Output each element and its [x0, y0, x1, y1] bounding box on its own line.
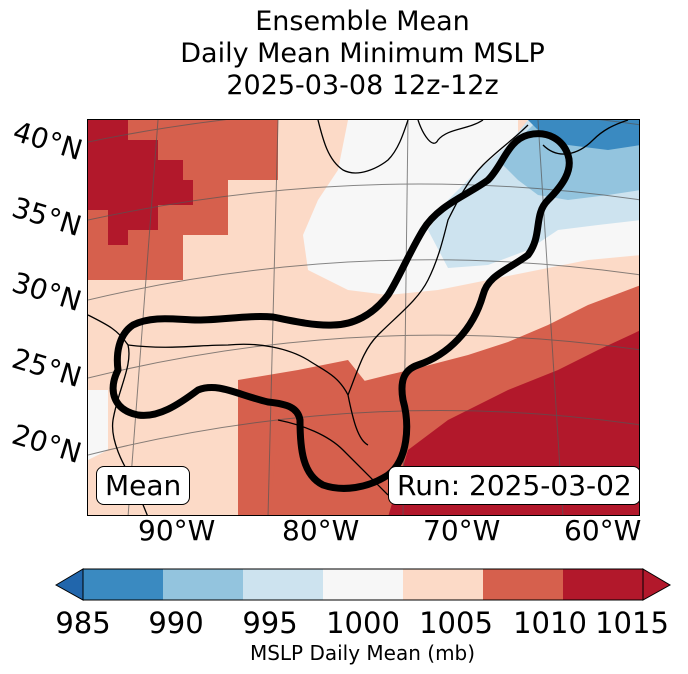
- colorbar-segment: [163, 569, 244, 600]
- lon-label-80: 80°W: [282, 514, 360, 547]
- colorbar-frame: [82, 568, 644, 601]
- title-line-1: Ensemble Mean: [255, 6, 470, 37]
- cbar-tick-995: 995: [242, 606, 298, 640]
- colorbar-label: MSLP Daily Mean (mb): [249, 641, 476, 665]
- colorbar-segment: [563, 569, 644, 600]
- colorbar-segment: [483, 569, 564, 600]
- colorbar-segment: [403, 569, 484, 600]
- title-line-2: Daily Mean Minimum MSLP: [180, 38, 545, 69]
- colorbar-segment: [323, 569, 404, 600]
- lat-label-25: 25°N: [8, 341, 86, 394]
- cbar-tick-1015: 1015: [595, 606, 669, 640]
- colorbar-segment: [243, 569, 324, 600]
- cbar-tick-1000: 1000: [326, 606, 400, 640]
- run-box: Run: 2025-03-02: [388, 466, 639, 505]
- colorbar-under-arrow: [54, 568, 84, 601]
- field-1000-1005-sw: [88, 390, 108, 460]
- colorbar-over-arrow: [642, 568, 672, 601]
- colorbar: [54, 568, 672, 601]
- lon-label-70: 70°W: [423, 514, 501, 547]
- cbar-tick-990: 990: [148, 606, 204, 640]
- map-panel: Mean Run: 2025-03-02: [87, 119, 640, 516]
- lat-label-40: 40°N: [9, 114, 87, 167]
- lon-label-90: 90°W: [138, 514, 216, 547]
- cbar-tick-1010: 1010: [513, 606, 587, 640]
- field-1015-west: [88, 120, 193, 245]
- mean-box: Mean: [96, 466, 191, 505]
- lat-label-20: 20°N: [8, 417, 86, 470]
- cbar-tick-985: 985: [55, 606, 111, 640]
- title-line-3: 2025-03-08 12z-12z: [226, 70, 499, 101]
- contour-outline: [109, 130, 573, 492]
- lat-label-30: 30°N: [8, 265, 86, 318]
- lon-label-60: 60°W: [564, 514, 642, 547]
- mslp-map: Mean Run: 2025-03-02: [88, 120, 639, 515]
- colorbar-segment: [83, 569, 164, 600]
- lat-label-35: 35°N: [8, 190, 86, 243]
- cbar-tick-1005: 1005: [419, 606, 493, 640]
- coastlines: [88, 120, 629, 515]
